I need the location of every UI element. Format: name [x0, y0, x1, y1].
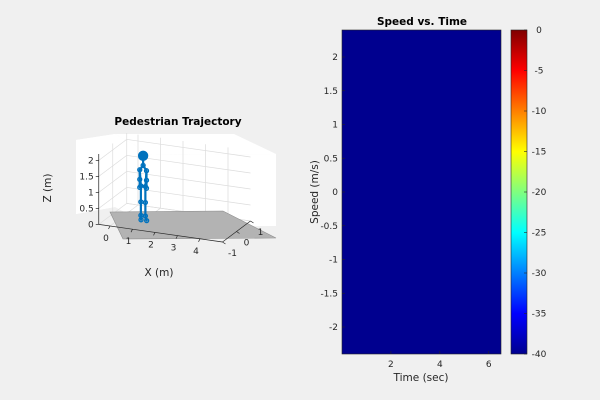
heatmap-y-tick-label: 2	[332, 53, 338, 63]
y-tick-label: 0	[244, 239, 250, 249]
heatmap-x-tick-label: 4	[437, 360, 443, 370]
joint-marker-elbow-right	[143, 177, 150, 183]
trajectory-zlabel: Z (m)	[42, 174, 54, 203]
colorbar-ticks: 0 -5 -10 -15 -20 -25 -30 -35 -40	[524, 26, 547, 360]
z-tick-label: 0.5	[79, 204, 93, 214]
y-tick	[250, 220, 254, 224]
joint-marker-knee-right	[142, 199, 149, 206]
joint-marker-ankle-right	[142, 213, 149, 219]
heatmap-y-tick-label: -1.5	[320, 289, 338, 299]
heatmap-xlabel: Time (sec)	[393, 372, 449, 384]
heatmap-title: Speed vs. Time	[377, 16, 467, 28]
heatmap-y-tick-label: 1	[332, 121, 338, 131]
heatmap-axes: Speed vs. Time 2 4 6 -2 -1.5 -1 -0.5 0 0.5 1 1.52 …	[309, 16, 502, 384]
trajectory-title: Pedestrian Trajectory	[114, 116, 241, 128]
x-tick	[108, 225, 111, 230]
y-tick	[236, 231, 240, 234]
x-tick-label: 4	[193, 247, 199, 257]
x-tick-label: 3	[171, 244, 177, 254]
back-wall	[115, 134, 276, 155]
joint-marker-pelvis-right	[142, 183, 149, 190]
joint-marker-toe-left	[138, 217, 144, 223]
y-tick	[222, 241, 226, 245]
colorbar-tick-label: -10	[532, 107, 547, 117]
colorbar-tick-label: -20	[532, 188, 547, 198]
grid-line	[126, 139, 251, 158]
x-tick	[175, 235, 178, 239]
colorbar-tick-label: -5	[535, 67, 544, 77]
heatmap-y-tick-label: -2	[329, 323, 338, 333]
heatmap-x-tick-label: 6	[486, 360, 492, 370]
trajectory-xlabel: X (m)	[145, 267, 174, 279]
heatmap-y-tick-label: -1	[329, 256, 338, 266]
colorbar: 0 -5 -10 -15 -20 -25 -30 -35 -40	[510, 26, 547, 360]
x-tick	[130, 229, 133, 233]
heatmap-x-tick-label: 2	[388, 360, 394, 370]
heatmap-ylabel: Speed (m/s)	[309, 160, 321, 224]
colorbar-tick-label: -30	[532, 269, 547, 279]
colorbar-tick-label: -35	[532, 310, 547, 320]
x-tick	[153, 232, 156, 236]
z-tick-label: 1.5	[79, 172, 93, 182]
x-tick	[198, 238, 201, 242]
z-tick-label: 0	[88, 220, 94, 230]
skeleton-series	[137, 150, 150, 224]
trajectory-axes: Pedestrian Trajectory 0 1 2 3 4 -10100.511.52…	[42, 116, 277, 279]
heatmap-y-tick-label: 0.5	[324, 154, 338, 164]
joint-marker-shoulder-right	[143, 168, 150, 174]
heatmap-y-tick-label: 0	[332, 188, 338, 198]
heatmap-y-tick-label: 1.5	[324, 87, 338, 97]
joint-marker-neck	[140, 162, 146, 169]
heatmap-y-tick-label: -0.5	[320, 222, 338, 232]
x-tick-label: 2	[148, 240, 154, 250]
heatmap-ticks: 2 4 6 -2 -1.5 -1 -0.5 0 0.5 1 1.5 2	[320, 29, 502, 370]
z-tick-label: 1	[88, 188, 94, 198]
side-wall-top	[76, 134, 115, 214]
joint-marker-toe-right	[143, 217, 150, 224]
joint-marker-elbow-left	[137, 176, 143, 182]
heatmap-image	[342, 30, 501, 354]
x-axis-line	[98, 224, 223, 243]
y-tick-label: -1	[228, 249, 237, 259]
colorbar-tick-label: -15	[532, 148, 547, 158]
x-tick-label: 0	[103, 234, 109, 244]
colorbar-tick-label: -40	[532, 350, 547, 360]
z-tick-label: 2	[88, 156, 94, 166]
colorbar-tick-label: -25	[532, 229, 547, 239]
y-tick-label: 1	[258, 228, 264, 238]
colorbar-tick-label: 0	[536, 26, 542, 36]
x-tick-label: 1	[126, 237, 132, 247]
joint-marker-shoulder-left	[137, 167, 143, 173]
joint-marker-head	[137, 150, 149, 161]
